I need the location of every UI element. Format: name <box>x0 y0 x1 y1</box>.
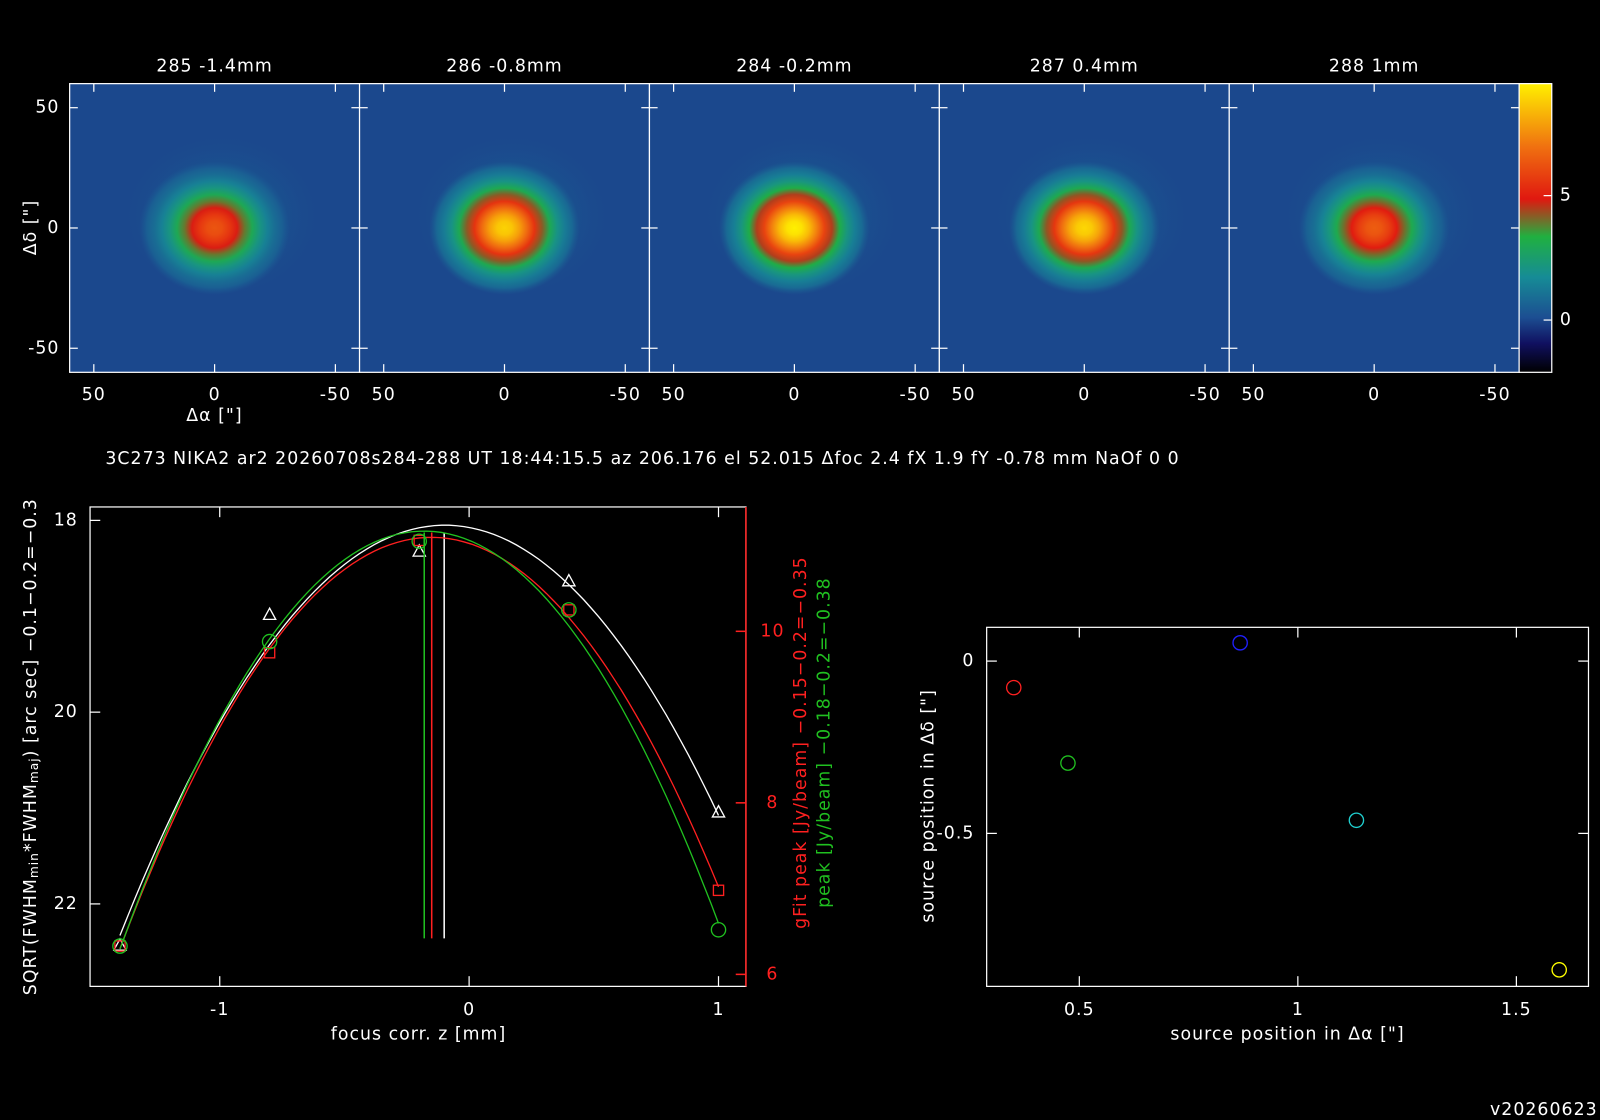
marker <box>114 940 126 952</box>
y-axis-label-part: SQRT(FWHM <box>21 878 41 995</box>
x-tick-label: 50 <box>372 385 396 405</box>
point <box>1005 679 1022 696</box>
marker <box>561 573 577 587</box>
fit-curve <box>119 536 720 949</box>
marker <box>112 938 128 954</box>
x-axis-label: source position in Δα ["] <box>1170 1024 1404 1044</box>
marker <box>262 606 277 621</box>
point <box>1232 635 1248 651</box>
y2-tick-label: 10 <box>760 621 784 641</box>
map-title: 285 -1.4mm <box>156 56 272 76</box>
y-tick-label: 0 <box>962 651 974 671</box>
point <box>1060 755 1076 771</box>
y-tick-label: -50 <box>28 338 59 358</box>
marker <box>711 804 726 818</box>
fit-curve <box>119 530 720 950</box>
y-axis-label-part: *FWHM <box>21 783 41 852</box>
version: v20260623 <box>1490 1100 1598 1120</box>
x-tick-label: -50 <box>610 385 641 405</box>
fit-curve <box>119 524 720 936</box>
plot-frame <box>986 626 1590 987</box>
x-axis-label: focus corr. z [mm] <box>331 1024 507 1044</box>
y-axis-label: Δδ ["] <box>21 200 41 256</box>
marker <box>261 633 278 650</box>
header: 3C273 NIKA2 ar2 20260708s284-288 UT 18:4… <box>105 449 1179 469</box>
x-tick-label: -50 <box>1479 385 1510 405</box>
x-tick-label: 0 <box>209 385 221 405</box>
x-tick-label: -50 <box>899 385 930 405</box>
x-tick-label: 1 <box>712 1000 724 1020</box>
x-tick-label: -50 <box>1189 385 1220 405</box>
y-axis-label-part: min <box>27 852 41 878</box>
x-tick-label: 0.5 <box>1064 1000 1095 1020</box>
y-axis-label-part: ) [arc sec] −0.1−0.2=−0.3 <box>21 498 41 757</box>
x-tick-label: -1 <box>210 1000 229 1020</box>
marker <box>563 604 575 616</box>
map-title: 287 0.4mm <box>1030 56 1139 76</box>
x-tick-label: 50 <box>82 385 106 405</box>
beam <box>139 161 290 295</box>
colorbar-tick-label: 5 <box>1560 186 1572 206</box>
y-axis-label: SQRT(FWHMmin*FWHMmaj) [arc sec] −0.1−0.2… <box>21 498 41 995</box>
marker <box>411 533 428 550</box>
map-title: 284 -0.2mm <box>736 56 852 76</box>
x-tick-label: 1 <box>1292 1000 1304 1020</box>
colorbar-frame <box>1518 83 1553 373</box>
map-title: 286 -0.8mm <box>446 56 562 76</box>
x-axis-label: Δα ["] <box>186 406 242 426</box>
y-tick-label: 0 <box>47 218 59 238</box>
y-axis-label: source position in Δδ ["] <box>919 689 939 922</box>
beam <box>1298 161 1450 295</box>
beam <box>1008 161 1160 295</box>
x-tick-label: 50 <box>1241 385 1265 405</box>
marker <box>561 602 577 618</box>
x-tick-label: 0 <box>1368 385 1380 405</box>
y-tick-label: 50 <box>35 98 59 118</box>
colorbar-tick-label: 0 <box>1560 310 1572 330</box>
y2-tick-label: 8 <box>766 793 778 813</box>
y2-tick-label: 6 <box>766 964 778 984</box>
y-tick-label: 18 <box>54 510 78 530</box>
x-tick-label: 1.5 <box>1501 1000 1532 1020</box>
y-tick-label: 22 <box>54 894 78 914</box>
x-tick-label: 0 <box>498 385 510 405</box>
x-tick-label: -50 <box>320 385 351 405</box>
x-tick-label: 0 <box>788 385 800 405</box>
beam <box>429 161 580 295</box>
x-tick-label: 0 <box>463 1000 475 1020</box>
map-title: 288 1mm <box>1329 56 1420 76</box>
y-axis-label-part: maj <box>27 757 41 783</box>
point <box>1551 962 1568 978</box>
marker <box>263 646 276 659</box>
point <box>1348 812 1365 829</box>
marker <box>412 543 427 557</box>
beam <box>719 161 870 295</box>
x-tick-label: 0 <box>1078 385 1090 405</box>
colorbar <box>1519 83 1552 373</box>
x-tick-label: 50 <box>662 385 686 405</box>
y2-axis-label: peak [Jy/beam] −0.18−0.2=−0.38 <box>814 577 834 908</box>
y2-axis-label: gFit peak [Jy/beam] −0.15−0.2=−0.35 <box>791 556 811 929</box>
marker <box>712 884 725 897</box>
marker <box>710 921 727 938</box>
marker <box>112 937 128 951</box>
y-tick-label: -0.5 <box>937 823 975 843</box>
x-tick-label: 50 <box>951 385 975 405</box>
y-tick-label: 20 <box>54 702 78 722</box>
